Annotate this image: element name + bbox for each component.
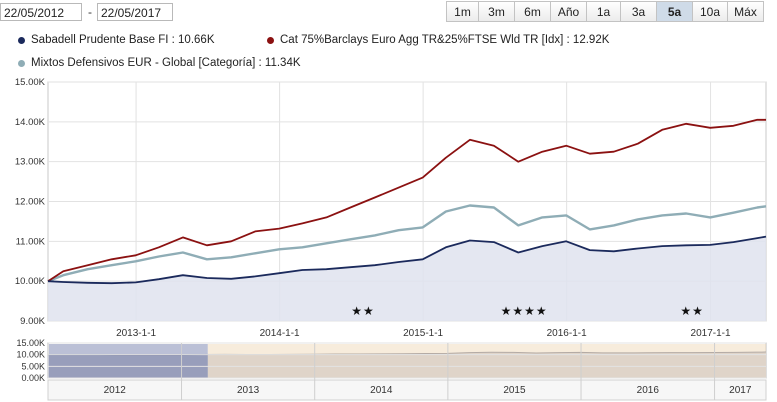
navigator-y-label: 5.00K: [21, 361, 45, 371]
legend-label: Sabadell Prudente Base FI : 10.66K: [31, 34, 215, 46]
range-button-1m[interactable]: 1m: [446, 1, 479, 22]
series-line-category: [47, 204, 767, 283]
series-line-benchmark: [47, 118, 766, 282]
range-button-5a[interactable]: 5a: [656, 1, 693, 22]
y-tick-label: 10.00K: [15, 276, 46, 287]
navigator-year-axis: [47, 379, 767, 401]
navigator-year-label: 2013: [237, 385, 260, 396]
navigator-year-label: 2015: [503, 385, 526, 396]
y-tick-label: 9.00K: [20, 316, 45, 327]
y-tick-label: 11.00K: [16, 236, 46, 247]
range-button-ano[interactable]: Año: [550, 1, 587, 22]
range-button-max[interactable]: Máx: [727, 1, 764, 22]
navigator-year-label: 2017: [729, 385, 752, 396]
navigator-year-label: 2012: [104, 385, 127, 396]
legend-marker-icon: [267, 36, 274, 44]
start-date-input[interactable]: 22/05/2012: [0, 3, 82, 21]
x-tick-label: 2016-1-1: [547, 328, 587, 339]
legend-item-sabadell[interactable]: Sabadell Prudente Base FI : 10.66K: [18, 34, 214, 46]
navigator-y-label: 0.00K: [21, 373, 45, 383]
legend-item-category[interactable]: Mixtos Defensivos EUR - Global [Categorí…: [18, 57, 301, 69]
navigator-y-label: 10.00K: [16, 350, 45, 360]
series-line-sabadell: [47, 235, 767, 285]
y-tick-label: 14.00K: [15, 117, 46, 128]
series-area-sabadell: [48, 236, 766, 321]
rating-stars: ★★★★: [501, 304, 548, 318]
legend-label: Cat 75%Barclays Euro Agg TR&25%FTSE Wld …: [280, 34, 610, 46]
navigator-year-label: 2014: [370, 385, 393, 396]
range-button-6m[interactable]: 6m: [514, 1, 551, 22]
navigator-selection[interactable]: [207, 344, 767, 378]
navigator-year-label: 2016: [637, 385, 660, 396]
x-tick-label: 2014-1-1: [260, 328, 300, 339]
x-tick-label: 2013-1-1: [116, 328, 156, 339]
legend-item-benchmark[interactable]: Cat 75%Barclays Euro Agg TR&25%FTSE Wld …: [267, 34, 609, 46]
range-button-10a[interactable]: 10a: [692, 1, 728, 22]
navigator-y-label: 15.00K: [16, 338, 45, 348]
range-selector: 1m 3m 6m Año 1a 3a 5a 10a Máx: [446, 1, 764, 22]
x-tick-label: 2015-1-1: [403, 328, 443, 339]
y-tick-label: 13.00K: [15, 157, 46, 168]
y-tick-label: 12.00K: [15, 197, 46, 208]
x-tick-label: 2017-1-1: [691, 328, 731, 339]
rating-stars: ★★: [680, 304, 704, 318]
rating-stars: ★★: [351, 304, 375, 318]
legend-marker-icon: [18, 59, 25, 67]
legend-marker-icon: [18, 36, 25, 44]
legend-label: Mixtos Defensivos EUR - Global [Categorí…: [31, 57, 301, 69]
y-tick-label: 15.00K: [15, 77, 46, 88]
range-button-3a[interactable]: 3a: [620, 1, 657, 22]
date-separator: -: [88, 5, 92, 19]
navigator-left-mask: [49, 344, 208, 378]
end-date-input[interactable]: 22/05/2017: [97, 3, 173, 21]
